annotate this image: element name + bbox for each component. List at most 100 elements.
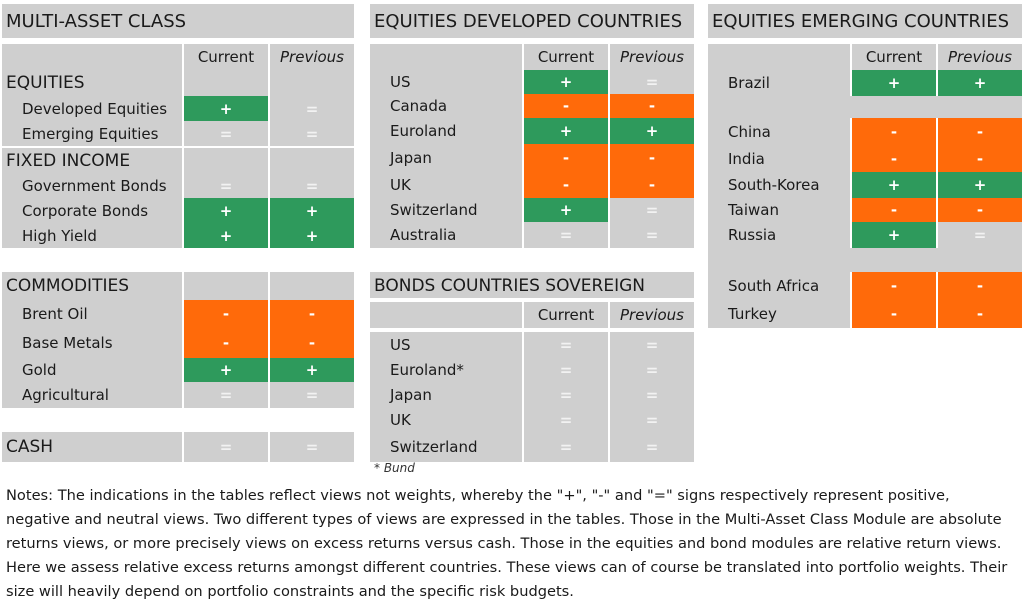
developed-row-label: Japan — [370, 144, 522, 172]
emerging-row-previous: - — [938, 300, 1022, 328]
emerging-countries-panel: EQUITIES EMERGING COUNTRIES Current Prev… — [708, 4, 1022, 330]
emerging-row-current: - — [852, 146, 936, 172]
emerging-equities-current: = — [184, 121, 268, 146]
bonds-title: BONDS COUNTRIES SOVEREIGN — [370, 272, 694, 300]
developed-row-current: = — [524, 222, 608, 248]
bonds-row-label: Japan — [370, 382, 522, 408]
bonds-row-previous: = — [610, 382, 694, 408]
emerging-row-previous: + — [938, 172, 1022, 198]
developed-row-current: - — [524, 144, 608, 172]
row-gold: Gold — [2, 358, 182, 382]
emerging-row-previous: + — [938, 70, 1022, 96]
bonds-row-label: Switzerland — [370, 432, 522, 462]
bonds-row-label: US — [370, 332, 522, 358]
developed-countries-panel: EQUITIES DEVELOPED COUNTRIES Current Pre… — [370, 4, 694, 248]
developed-row-label: Euroland — [370, 118, 522, 144]
bonds-countries-panel: BONDS COUNTRIES SOVEREIGN Current Previo… — [370, 272, 694, 462]
emerging-row-label: India — [708, 146, 850, 172]
developed-col-current: Current — [524, 44, 608, 70]
emerging-row-label: Brazil — [708, 70, 850, 96]
section-fixed-income: FIXED INCOME — [2, 148, 182, 174]
developed-row-current: + — [524, 70, 608, 94]
emerging-row-current: + — [852, 222, 936, 248]
developed-row-current: + — [524, 118, 608, 144]
bonds-row-previous: = — [610, 432, 694, 462]
bonds-row-previous: = — [610, 358, 694, 382]
high-yield-previous: + — [270, 224, 354, 248]
emerging-row-label: China — [708, 118, 850, 146]
bonds-row-previous: = — [610, 408, 694, 432]
multi-asset-panel: MULTI-ASSET CLASS Current Previous EQUIT… — [2, 4, 354, 464]
section-commodities: COMMODITIES — [2, 272, 182, 300]
emerging-col-previous: Previous — [938, 44, 1022, 70]
high-yield-current: + — [184, 224, 268, 248]
emerging-row-label: South-Korea — [708, 172, 850, 198]
emerging-row-label: Russia — [708, 222, 850, 248]
emerging-row-current: + — [852, 172, 936, 198]
developed-row-previous: = — [610, 222, 694, 248]
section-fixed-income-previous — [270, 148, 354, 174]
agricultural-previous: = — [270, 382, 354, 408]
corporate-bonds-previous: + — [270, 198, 354, 224]
emerging-col-current: Current — [852, 44, 936, 70]
row-cash: CASH — [2, 432, 182, 462]
row-brent-oil: Brent Oil — [2, 300, 182, 328]
gold-current: + — [184, 358, 268, 382]
emerging-equities-previous: = — [270, 121, 354, 146]
developed-row-previous: = — [610, 70, 694, 94]
developed-row-label: US — [370, 70, 522, 94]
developed-col-previous: Previous — [610, 44, 694, 70]
bonds-col-previous: Previous — [610, 302, 694, 328]
developed-title: EQUITIES DEVELOPED COUNTRIES — [370, 4, 694, 40]
emerging-title: EQUITIES EMERGING COUNTRIES — [708, 4, 1022, 40]
developed-row-label: Switzerland — [370, 198, 522, 222]
developed-corner — [370, 44, 522, 70]
emerging-row-label: Taiwan — [708, 198, 850, 222]
developed-equities-current: + — [184, 96, 268, 121]
row-high-yield: High Yield — [2, 224, 182, 248]
multi-col-previous: Previous — [270, 44, 354, 70]
developed-equities-previous: = — [270, 96, 354, 121]
brent-oil-previous: - — [270, 300, 354, 328]
row-base-metals: Base Metals — [2, 328, 182, 358]
cash-previous: = — [270, 432, 354, 462]
multi-asset-title: MULTI-ASSET CLASS — [2, 4, 354, 40]
emerging-row-previous: - — [938, 118, 1022, 146]
developed-row-previous: - — [610, 94, 694, 118]
row-developed-equities: Developed Equities — [2, 96, 182, 121]
emerging-row-previous: - — [938, 146, 1022, 172]
row-government-bonds: Government Bonds — [2, 174, 182, 198]
bonds-row-current: = — [524, 358, 608, 382]
bonds-row-label: Euroland* — [370, 358, 522, 382]
row-corporate-bonds: Corporate Bonds — [2, 198, 182, 224]
emerging-row-current: - — [852, 118, 936, 146]
developed-row-previous: - — [610, 172, 694, 198]
bonds-footnote: * Bund — [374, 461, 415, 475]
bonds-row-current: = — [524, 408, 608, 432]
corporate-bonds-current: + — [184, 198, 268, 224]
multi-col-current: Current — [184, 44, 268, 70]
developed-row-previous: + — [610, 118, 694, 144]
emerging-row-previous: - — [938, 198, 1022, 222]
bonds-col-current: Current — [524, 302, 608, 328]
emerging-corner — [708, 44, 850, 70]
cash-current: = — [184, 432, 268, 462]
notes-paragraph: Notes: The indications in the tables ref… — [6, 487, 1008, 600]
developed-row-previous: - — [610, 144, 694, 172]
multi-asset-corner — [2, 44, 182, 70]
bonds-row-current: = — [524, 332, 608, 358]
developed-row-label: Australia — [370, 222, 522, 248]
government-bonds-current: = — [184, 174, 268, 198]
developed-row-label: Canada — [370, 94, 522, 118]
emerging-row-label: South Africa — [708, 272, 850, 300]
emerging-spacer — [708, 248, 1022, 272]
brent-oil-current: - — [184, 300, 268, 328]
section-commodities-current — [184, 272, 268, 300]
emerging-spacer — [708, 96, 1022, 118]
section-fixed-income-current — [184, 148, 268, 174]
emerging-row-previous: = — [938, 222, 1022, 248]
bonds-corner — [370, 302, 522, 328]
gold-previous: + — [270, 358, 354, 382]
emerging-row-current: - — [852, 300, 936, 328]
emerging-row-label: Turkey — [708, 300, 850, 328]
